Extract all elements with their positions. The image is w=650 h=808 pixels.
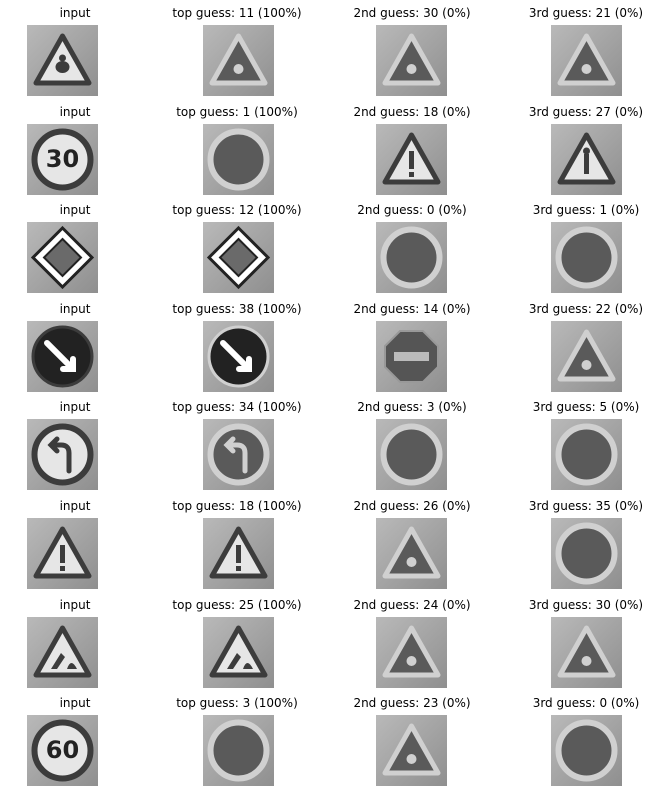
input-title: input (59, 203, 91, 217)
guess-title: 3rd guess: 30 (0%) (528, 598, 644, 612)
guess-title: 2nd guess: 14 (0%) (353, 302, 471, 316)
input-title: input (59, 105, 91, 119)
speed-limit-number: 30 (45, 145, 80, 173)
warning-triangle-sign-icon (551, 617, 622, 688)
guess-panel: top guess: 3 (100%) (162, 696, 312, 788)
speed-limit-number: 60 (45, 736, 80, 764)
exclamation-warning-sign-icon (203, 518, 274, 589)
guess-title: top guess: 25 (100%) (172, 598, 302, 612)
warning-triangle-sign-icon (376, 518, 447, 589)
road-work-sign-icon (203, 617, 274, 688)
pedestrian-warning-sign-icon (551, 124, 622, 195)
animal-crossing-sign-icon (27, 25, 98, 96)
input-panel: input 60 (0, 696, 150, 788)
speed-limit-sign-icon (376, 222, 447, 293)
guess-panel: 2nd guess: 14 (0%) (337, 302, 487, 394)
input-title: input (59, 696, 91, 710)
input-title: input (59, 302, 91, 316)
guess-title: 3rd guess: 22 (0%) (528, 302, 644, 316)
input-panel: input (0, 302, 150, 394)
guess-panel: top guess: 34 (100%) (162, 400, 312, 492)
guess-panel: 3rd guess: 5 (0%) (511, 400, 650, 492)
input-panel: input (0, 598, 150, 690)
guess-panel: 3rd guess: 27 (0%) (511, 105, 650, 197)
input-title: input (59, 400, 91, 414)
input-title: input (59, 499, 91, 513)
guess-panel: top guess: 11 (100%) (162, 6, 312, 98)
guess-title: top guess: 1 (100%) (176, 105, 298, 119)
speed-limit-sign-icon (551, 715, 622, 786)
speed-limit-30-sign-icon: 30 (27, 124, 98, 195)
input-panel: input (0, 499, 150, 591)
guess-panel: top guess: 1 (100%) (162, 105, 312, 197)
guess-title: 3rd guess: 0 (0%) (532, 696, 640, 710)
turn-left-sign-icon (203, 419, 274, 490)
guess-panel: 2nd guess: 18 (0%) (337, 105, 487, 197)
priority-road-sign-icon (27, 222, 98, 293)
keep-right-sign-icon (203, 321, 274, 392)
road-work-sign-icon (27, 617, 98, 688)
speed-limit-sign-icon (203, 124, 274, 195)
guess-panel: 3rd guess: 1 (0%) (511, 203, 650, 295)
guess-title: 2nd guess: 0 (0%) (357, 203, 467, 217)
guess-title: 2nd guess: 18 (0%) (353, 105, 471, 119)
guess-title: top guess: 38 (100%) (172, 302, 302, 316)
guess-title: top guess: 3 (100%) (176, 696, 298, 710)
guess-title: 2nd guess: 23 (0%) (353, 696, 471, 710)
priority-road-sign-icon (203, 222, 274, 293)
guess-title: 3rd guess: 21 (0%) (528, 6, 644, 20)
input-panel: input (0, 203, 150, 295)
guess-title: top guess: 18 (100%) (172, 499, 302, 513)
guess-panel: 2nd guess: 26 (0%) (337, 499, 487, 591)
guess-panel: 3rd guess: 21 (0%) (511, 6, 650, 98)
guess-panel: 3rd guess: 22 (0%) (511, 302, 650, 394)
guess-panel: 2nd guess: 23 (0%) (337, 696, 487, 788)
keep-right-sign-icon (27, 321, 98, 392)
warning-triangle-sign-icon (376, 617, 447, 688)
guess-panel: top guess: 18 (100%) (162, 499, 312, 591)
guess-panel: 2nd guess: 30 (0%) (337, 6, 487, 98)
guess-title: 3rd guess: 27 (0%) (528, 105, 644, 119)
round-sign-icon (203, 715, 274, 786)
guess-title: top guess: 12 (100%) (172, 203, 302, 217)
round-sign-icon (551, 518, 622, 589)
guess-panel: top guess: 12 (100%) (162, 203, 312, 295)
warning-triangle-sign-icon (376, 25, 447, 96)
exclamation-warning-sign-icon (27, 518, 98, 589)
exclamation-warning-sign-icon (376, 124, 447, 195)
guess-title: top guess: 11 (100%) (172, 6, 302, 20)
guess-panel: 3rd guess: 30 (0%) (511, 598, 650, 690)
speed-limit-sign-icon (551, 222, 622, 293)
guess-panel: 3rd guess: 35 (0%) (511, 499, 650, 591)
guess-title: top guess: 34 (100%) (172, 400, 302, 414)
guess-panel: 2nd guess: 3 (0%) (337, 400, 487, 492)
input-panel: input 30 (0, 105, 150, 197)
guess-panel: 2nd guess: 0 (0%) (337, 203, 487, 295)
guess-panel: 3rd guess: 0 (0%) (511, 696, 650, 788)
guess-panel: top guess: 38 (100%) (162, 302, 312, 394)
round-sign-icon (551, 419, 622, 490)
warning-triangle-sign-icon (203, 25, 274, 96)
input-title: input (59, 6, 91, 20)
warning-triangle-sign-icon (376, 715, 447, 786)
stop-sign-icon (376, 321, 447, 392)
guess-title: 2nd guess: 26 (0%) (353, 499, 471, 513)
round-sign-icon (376, 419, 447, 490)
input-title: input (59, 598, 91, 612)
guess-panel: 2nd guess: 24 (0%) (337, 598, 487, 690)
input-panel: input (0, 400, 150, 492)
guess-title: 2nd guess: 24 (0%) (353, 598, 471, 612)
guess-panel: top guess: 25 (100%) (162, 598, 312, 690)
turn-left-sign-icon (27, 419, 98, 490)
guess-title: 2nd guess: 30 (0%) (353, 6, 471, 20)
guess-title: 3rd guess: 5 (0%) (532, 400, 640, 414)
guess-title: 3rd guess: 35 (0%) (528, 499, 644, 513)
guess-title: 3rd guess: 1 (0%) (532, 203, 640, 217)
input-panel: input (0, 6, 150, 98)
speed-limit-60-sign-icon: 60 (27, 715, 98, 786)
warning-triangle-sign-icon (551, 321, 622, 392)
warning-triangle-sign-icon (551, 25, 622, 96)
guess-title: 2nd guess: 3 (0%) (357, 400, 467, 414)
